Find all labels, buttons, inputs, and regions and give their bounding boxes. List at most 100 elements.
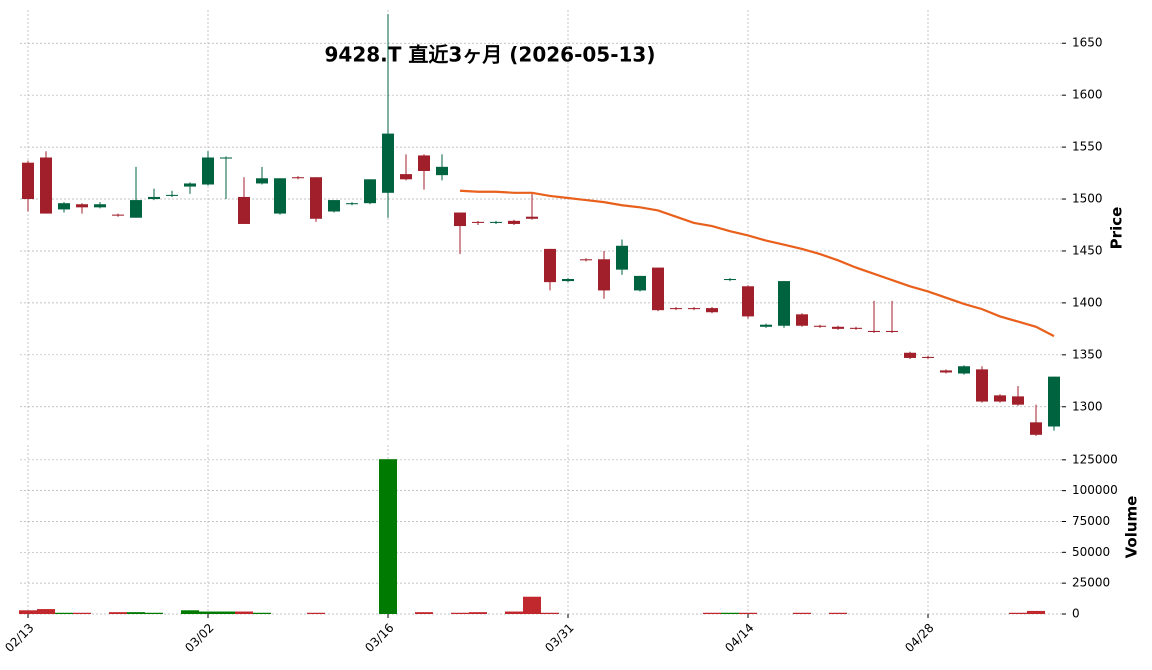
candle-body [238,196,250,224]
y-tick-label: 1450 [1072,243,1103,257]
volume-bar [1027,610,1045,614]
volume-bar [37,609,55,614]
y-tick-label: 1400 [1072,295,1103,309]
y-tick-label: 125000 [1072,452,1118,466]
volume-bar [793,612,811,614]
candle-body [454,212,466,227]
x-tick-label: 03/31 [542,621,576,655]
candle-body [580,259,592,261]
volume-bar [199,611,217,614]
y-tick-label: 100000 [1072,483,1118,497]
volume-bar [73,612,91,614]
candle-body [598,259,610,291]
candle-body [904,352,916,358]
candle-body [526,216,538,219]
volume-bar [505,611,523,614]
volume-bar [55,612,73,614]
candle-body [436,166,448,176]
candle-body [706,308,718,313]
chart-title: 9428.T 直近3ヶ月 (2026-05-13) [325,43,656,67]
candle-body [328,200,340,212]
candle-body [652,267,664,311]
candle-body [760,324,772,327]
candle-body [634,275,646,291]
volume-bar [703,612,721,614]
volume-bar [181,610,199,614]
volume-bar [451,612,469,614]
volume-bar [127,612,145,614]
candle-body [976,369,988,402]
x-tick-label: 03/16 [362,621,396,655]
volume-bar [829,612,847,614]
candle-body [616,245,628,270]
volume-bar [523,596,541,614]
candle-body [256,178,268,184]
volume-bar [739,612,757,614]
candle-body [724,279,736,281]
moving-average-line [459,189,1055,338]
candle-body [868,330,880,332]
y-tick-label: 1650 [1072,36,1103,50]
volume-bar [307,612,325,614]
candle-body [1048,376,1060,427]
candle-body [382,133,394,193]
candle-body [850,327,862,329]
candle-body [274,178,286,214]
candle-body [400,174,412,180]
volume-bar [379,459,397,614]
candle-body [184,183,196,187]
y-tick-label: 1500 [1072,192,1103,206]
candle-body [958,366,970,374]
y-tick-label: 50000 [1072,545,1110,559]
y-tick-label: 1550 [1072,140,1103,154]
y-tick-label: 1350 [1072,347,1103,361]
volume-bar [541,612,559,614]
x-tick-label: 02/13 [2,621,36,655]
volume-bar [217,611,235,614]
candle-body [832,326,844,329]
y-tick-label: 0 [1072,607,1080,621]
candle-body [778,281,790,326]
candle-body [166,194,178,196]
volume-bar [415,612,433,614]
x-tick-label: 04/14 [722,621,756,655]
y-tick-label: 1300 [1072,399,1103,413]
candle-body [364,179,376,204]
candle-body [886,330,898,332]
candle-body [202,157,214,185]
candle-body [562,279,574,282]
candle-body [76,204,88,208]
candle-body [670,308,682,310]
candle-body [22,162,34,200]
candle-body [922,356,934,358]
volume-bar [109,612,127,614]
candle-body [688,308,700,310]
y-tick-label: 1600 [1072,88,1103,102]
candle-body [490,221,502,223]
candle-body [310,177,322,219]
candle-body [796,314,808,326]
volume-bar [1009,612,1027,614]
volume-axis-label: Volume [1123,496,1141,559]
candle-body [994,395,1006,402]
volume-bar [19,610,37,614]
volume-bar [145,612,163,614]
candle-body [220,157,232,159]
candle-body [292,177,304,179]
candle-body [130,200,142,218]
candle-body [346,203,358,205]
candle-body [508,220,520,224]
candle-body [742,286,754,317]
candle-body [40,157,52,214]
candle-body [1030,422,1042,435]
candle-body [544,248,556,283]
candle-body [472,221,484,223]
x-tick-label: 04/28 [902,621,936,655]
x-tick-label: 03/02 [182,621,216,655]
candle-body [94,204,106,208]
y-tick-label: 75000 [1072,514,1110,528]
volume-bar [721,612,739,614]
candle-body [418,155,430,171]
candle-body [58,203,70,210]
